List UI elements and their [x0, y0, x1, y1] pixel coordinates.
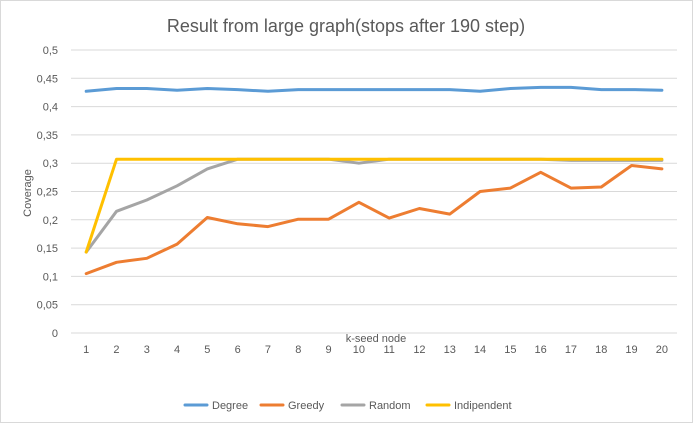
- series-line-greedy: [84, 164, 664, 276]
- y-tick-label: 0,2: [43, 215, 58, 227]
- y-tick-label: 0: [52, 328, 58, 340]
- gridlines: [71, 49, 677, 334]
- x-tick-label: 20: [656, 344, 668, 356]
- y-tick-label: 0,1: [43, 271, 58, 283]
- series-lines: [84, 85, 664, 276]
- x-axis-label: k-seed node: [346, 333, 407, 345]
- x-tick-label: 1: [83, 344, 89, 356]
- x-tick-label: 5: [204, 344, 210, 356]
- legend: Degree Greedy Random Indipendent: [183, 400, 512, 412]
- series-line-indipendent: [84, 157, 664, 254]
- legend-label-greedy: Greedy: [288, 400, 325, 412]
- x-tick-label: 12: [413, 344, 425, 356]
- x-tick-label: 16: [535, 344, 547, 356]
- x-tick-label: 8: [295, 344, 301, 356]
- x-axis-ticks: 1 2 3 4 5 6 7 8 9 10 11 12 13 14 15 16 17 18 19 20: [83, 344, 668, 356]
- x-tick-label: 3: [144, 344, 150, 356]
- y-tick-label: 0,05: [37, 300, 58, 312]
- series-line-degree: [84, 85, 664, 93]
- legend-label-degree: Degree: [212, 400, 248, 412]
- x-tick-label: 10: [353, 344, 365, 356]
- y-tick-label: 0,25: [37, 187, 58, 199]
- x-tick-label: 19: [625, 344, 637, 356]
- x-tick-label: 15: [504, 344, 516, 356]
- x-tick-label: 9: [325, 344, 331, 356]
- x-tick-label: 4: [174, 344, 180, 356]
- x-tick-label: 13: [444, 344, 456, 356]
- y-tick-label: 0,45: [37, 73, 58, 85]
- y-tick-label: 0,5: [43, 45, 58, 57]
- legend-label-indipendent: Indipendent: [454, 400, 512, 412]
- y-tick-label: 0,35: [37, 130, 58, 142]
- series-line-random: [84, 157, 664, 254]
- y-axis-ticks: 0 0,05 0,1 0,15 0,2 0,25 0,3 0,35 0,4 0,45 0,5: [37, 45, 58, 340]
- y-tick-label: 0,3: [43, 158, 58, 170]
- x-tick-label: 17: [565, 344, 577, 356]
- x-tick-label: 11: [383, 344, 394, 356]
- x-tick-label: 7: [265, 344, 271, 356]
- x-tick-label: 6: [235, 344, 241, 356]
- x-tick-label: 18: [595, 344, 607, 356]
- y-axis-label: Coverage: [22, 169, 34, 217]
- y-tick-label: 0,4: [43, 102, 58, 114]
- chart-title: Result from large graph(stops after 190 …: [167, 16, 525, 36]
- x-tick-label: 14: [474, 344, 486, 356]
- y-tick-label: 0,15: [37, 243, 58, 255]
- legend-label-random: Random: [369, 400, 411, 412]
- x-tick-label: 2: [113, 344, 119, 356]
